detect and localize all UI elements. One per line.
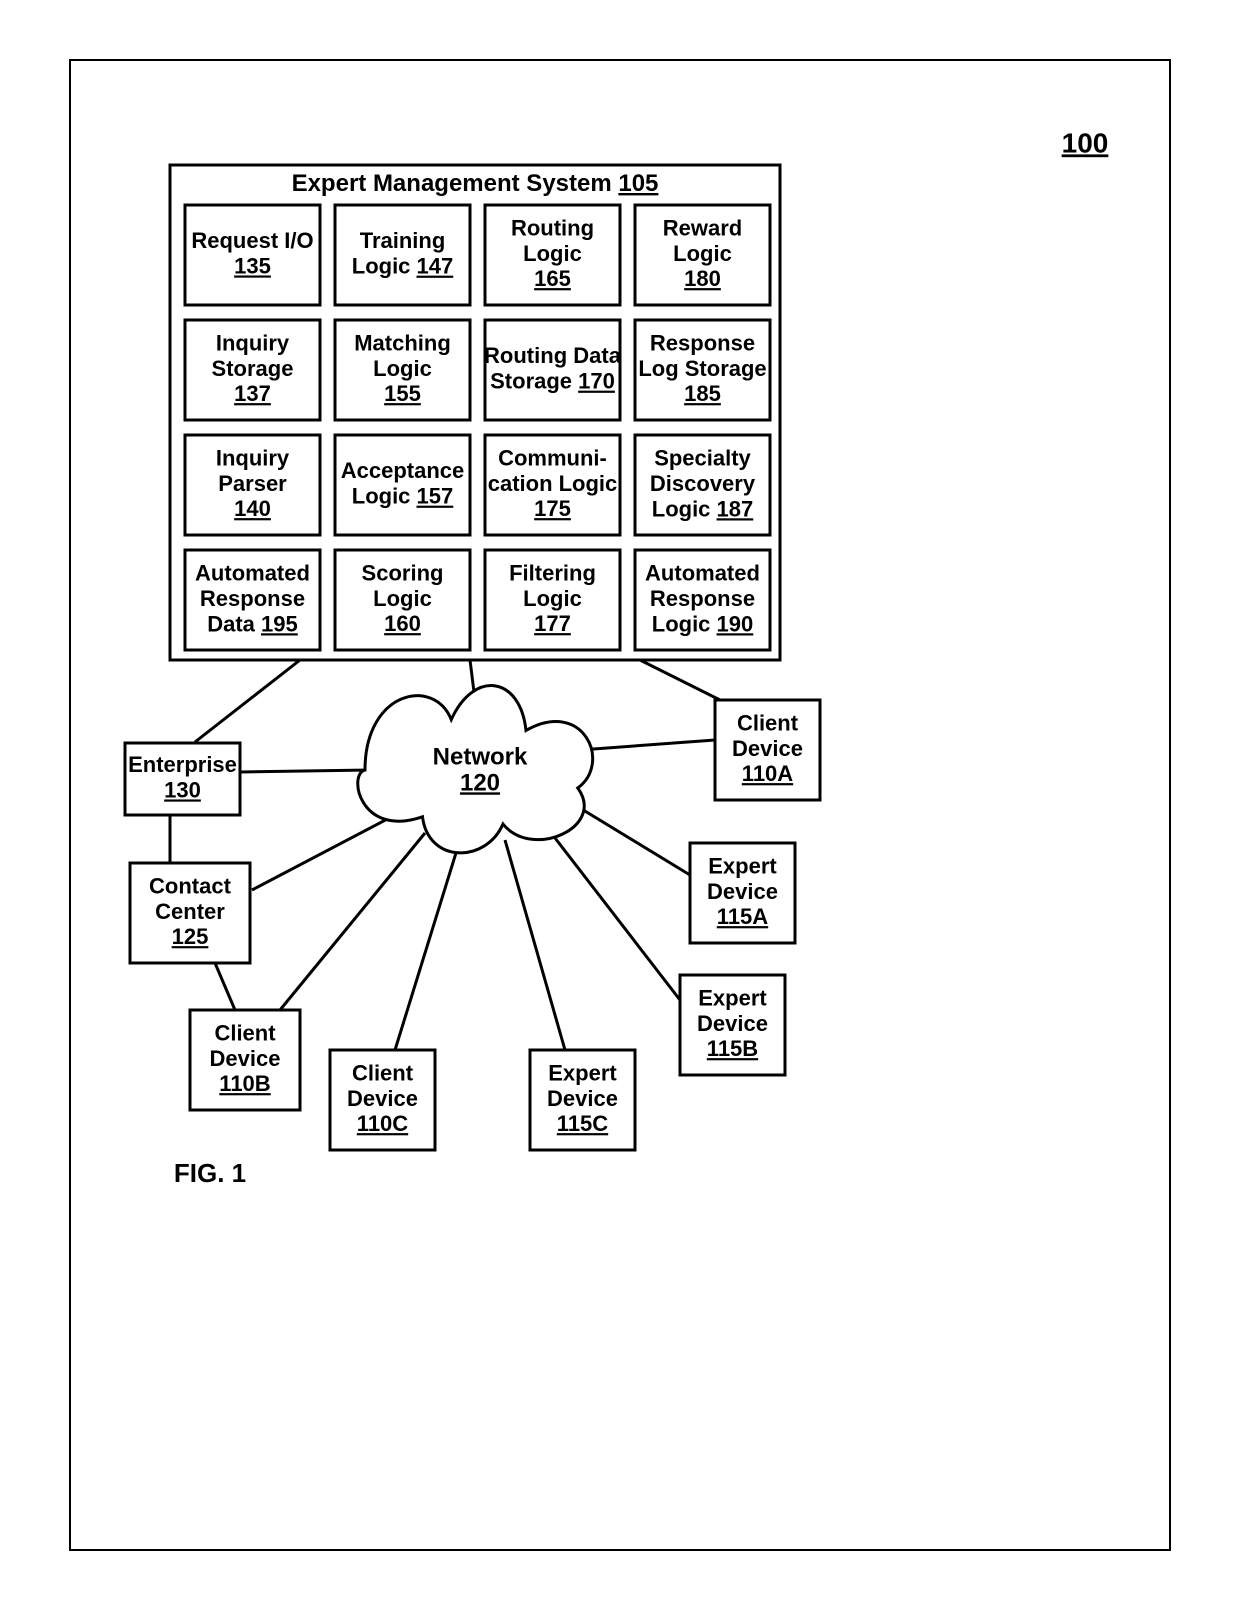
svg-text:Expert: Expert [708, 854, 777, 879]
svg-text:Inquiry: Inquiry [216, 331, 290, 356]
svg-text:115C: 115C [557, 1111, 608, 1136]
svg-text:Client: Client [214, 1021, 276, 1046]
svg-text:Enterprise: Enterprise [128, 752, 237, 777]
svg-text:Device: Device [210, 1046, 281, 1071]
edge-network-expert-115a [575, 805, 690, 875]
svg-text:177: 177 [534, 611, 571, 636]
svg-text:Inquiry: Inquiry [216, 446, 290, 471]
svg-text:165: 165 [534, 266, 571, 291]
edge-network-enterprise [241, 770, 370, 772]
svg-text:Contact: Contact [149, 874, 232, 899]
svg-text:Client: Client [737, 711, 799, 736]
svg-text:115A: 115A [717, 904, 768, 929]
svg-text:Automated: Automated [195, 561, 310, 586]
module-label: Data 195 [207, 611, 298, 636]
svg-text:135: 135 [234, 253, 271, 278]
svg-text:Matching: Matching [354, 331, 451, 356]
edge-system-client-110a [640, 660, 720, 700]
svg-text:Response: Response [200, 586, 305, 611]
svg-text:110C: 110C [357, 1111, 408, 1136]
svg-text:Client: Client [352, 1061, 414, 1086]
svg-text:Filtering: Filtering [509, 561, 596, 586]
module-label: Logic 157 [352, 483, 454, 508]
edge-network-client-110b [280, 833, 425, 1010]
svg-text:Log Storage: Log Storage [638, 356, 766, 381]
diagram-canvas: 100 Expert Management System 105 Request I… [0, 0, 1240, 1608]
edge-network-contact-center [252, 815, 395, 890]
system-title: Expert Management System 105 [292, 170, 659, 197]
svg-text:Center: Center [155, 899, 225, 924]
svg-text:Scoring: Scoring [362, 561, 444, 586]
module-label: Storage 170 [490, 368, 615, 393]
svg-text:Response: Response [650, 331, 755, 356]
svg-text:Device: Device [707, 879, 778, 904]
svg-text:115B: 115B [707, 1036, 758, 1061]
svg-text:120: 120 [460, 769, 500, 796]
module-label: Logic 187 [652, 496, 754, 521]
module-label: Logic 147 [352, 253, 454, 278]
svg-text:160: 160 [384, 611, 421, 636]
svg-text:Acceptance: Acceptance [341, 458, 465, 483]
svg-text:Device: Device [697, 1011, 768, 1036]
svg-text:Storage: Storage [212, 356, 294, 381]
edge-network-client-110a [580, 740, 715, 750]
svg-text:Request I/O: Request I/O [191, 228, 313, 253]
svg-text:Device: Device [347, 1086, 418, 1111]
svg-text:Communi-: Communi- [498, 446, 607, 471]
edge-network-expert-115b [545, 825, 680, 1000]
svg-text:Logic: Logic [523, 241, 582, 266]
svg-text:Automated: Automated [645, 561, 760, 586]
edge-system-enterprise [195, 660, 300, 742]
svg-text:Training: Training [360, 228, 446, 253]
svg-text:110B: 110B [219, 1071, 270, 1096]
svg-text:FIG. 1: FIG. 1 [174, 1158, 246, 1188]
svg-text:Reward: Reward [663, 216, 742, 241]
svg-text:Logic: Logic [373, 356, 432, 381]
svg-text:110A: 110A [742, 761, 793, 786]
svg-text:Discovery: Discovery [650, 471, 756, 496]
svg-text:185: 185 [684, 381, 721, 406]
svg-text:cation Logic: cation Logic [488, 471, 618, 496]
svg-text:175: 175 [534, 496, 571, 521]
svg-text:180: 180 [684, 266, 721, 291]
svg-text:Expert: Expert [698, 986, 767, 1011]
svg-text:Specialty: Specialty [654, 446, 751, 471]
svg-text:100: 100 [1062, 127, 1109, 158]
module-label: Logic 190 [652, 611, 754, 636]
edge-network-expert-115c [505, 840, 565, 1050]
edge-contact-center-client-110b [215, 963, 235, 1010]
svg-text:125: 125 [172, 924, 209, 949]
svg-text:Logic: Logic [373, 586, 432, 611]
svg-text:Expert: Expert [548, 1061, 617, 1086]
svg-text:Response: Response [650, 586, 755, 611]
svg-text:137: 137 [234, 381, 271, 406]
svg-text:155: 155 [384, 381, 421, 406]
svg-text:Parser: Parser [218, 471, 287, 496]
svg-text:Routing: Routing [511, 216, 594, 241]
svg-text:Network: Network [433, 743, 528, 770]
svg-text:Logic: Logic [673, 241, 732, 266]
svg-text:140: 140 [234, 496, 271, 521]
svg-text:Device: Device [547, 1086, 618, 1111]
svg-text:130: 130 [164, 777, 201, 802]
edge-network-client-110c [395, 840, 460, 1050]
svg-text:Logic: Logic [523, 586, 582, 611]
svg-text:Device: Device [732, 736, 803, 761]
svg-text:Routing Data: Routing Data [484, 343, 622, 368]
